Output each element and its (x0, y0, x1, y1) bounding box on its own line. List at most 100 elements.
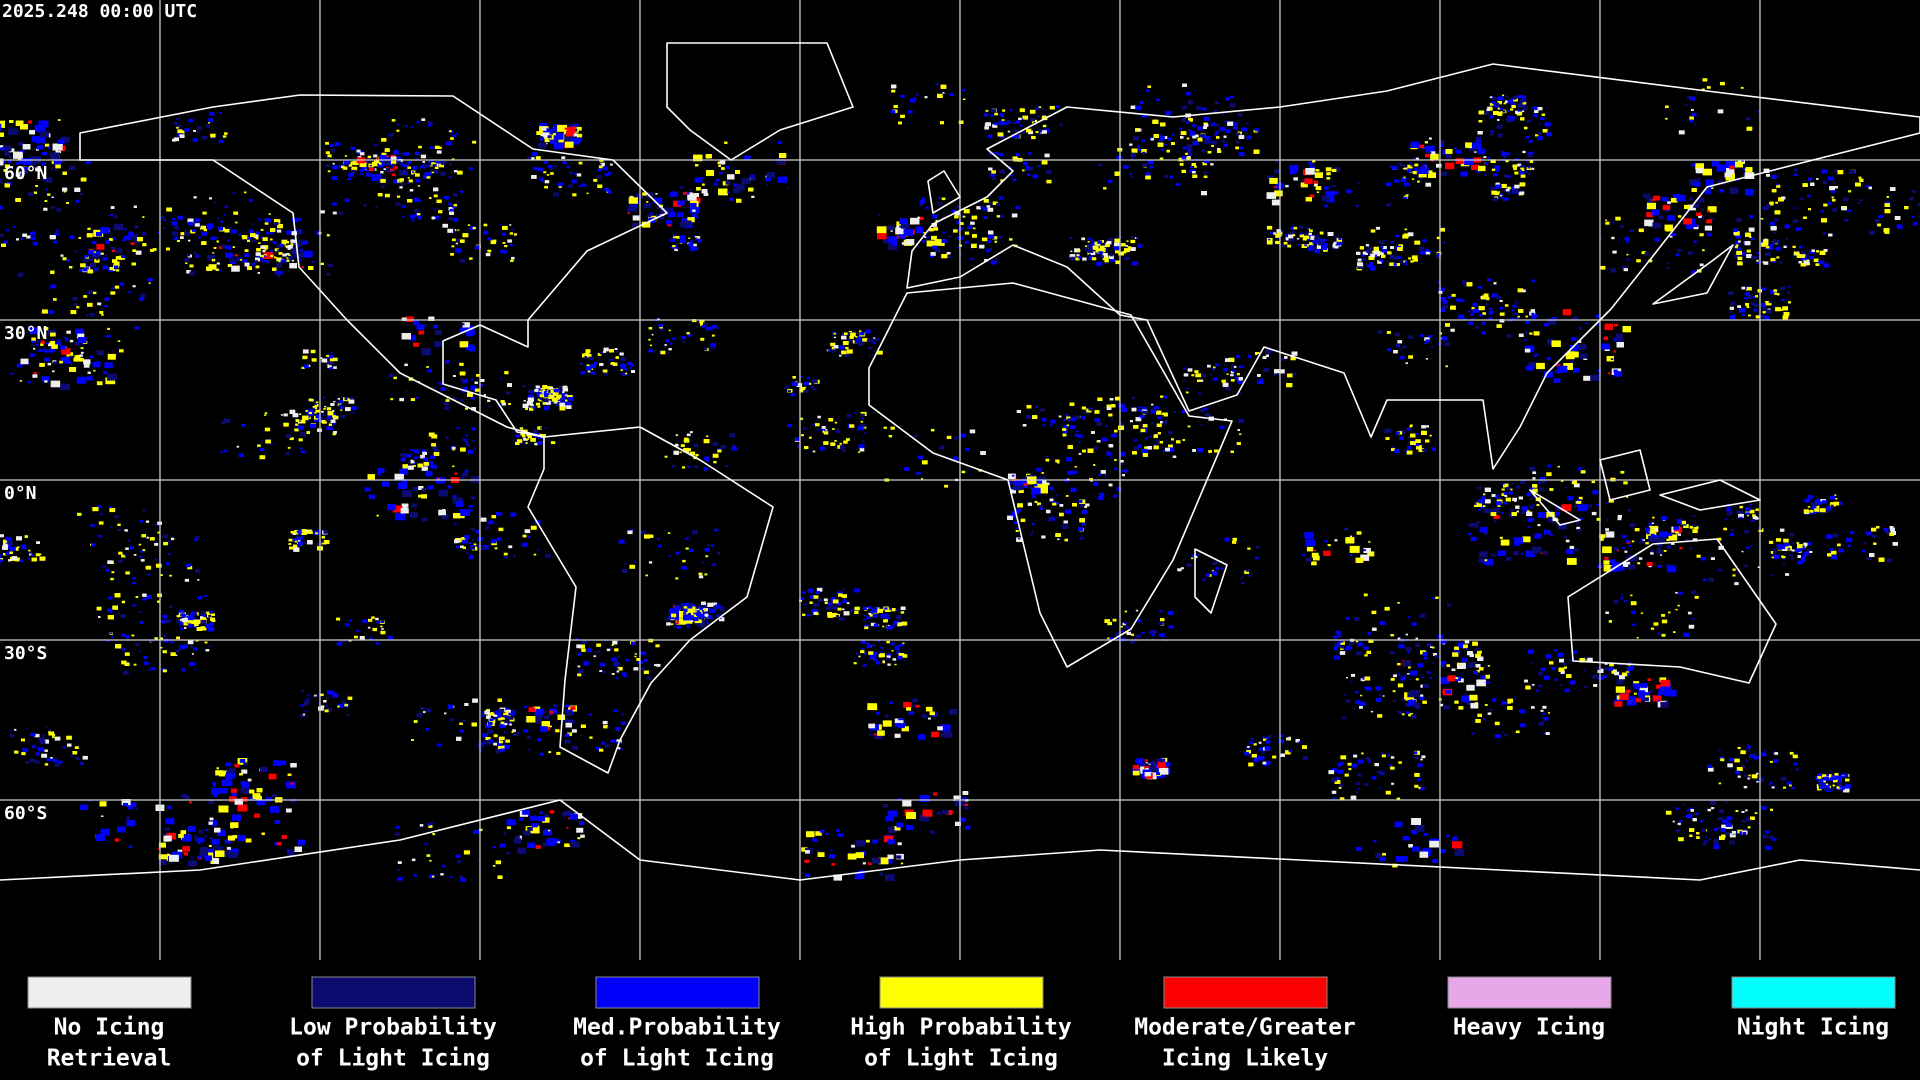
icing-pixel (460, 447, 466, 452)
icing-pixel (1755, 778, 1758, 781)
icing-pixel (821, 426, 826, 429)
icing-pixel (430, 169, 433, 171)
icing-pixel (445, 436, 449, 440)
icing-pixel (66, 330, 71, 334)
icing-pixel (189, 662, 195, 667)
icing-pixel (178, 834, 184, 838)
icing-pixel (86, 256, 89, 258)
icing-pixel (1425, 182, 1432, 187)
icing-pixel (1331, 168, 1337, 172)
icing-pixel (1628, 661, 1632, 665)
icing-pixel (878, 654, 884, 658)
icing-pixel (712, 453, 719, 458)
icing-pixel (1564, 486, 1567, 489)
icing-pixel (1230, 365, 1236, 369)
icing-pixel (1042, 130, 1047, 134)
icing-pixel (1418, 673, 1421, 676)
icing-pixel (891, 625, 895, 628)
icing-pixel (1774, 752, 1779, 755)
icing-pixel (1382, 239, 1386, 242)
icing-pixel (1130, 633, 1135, 636)
icing-pixel (1567, 496, 1574, 501)
icing-pixel (1807, 495, 1813, 499)
icing-pixel (888, 826, 898, 833)
icing-pixel (889, 701, 893, 705)
icing-pixel (1746, 117, 1751, 121)
icing-pixel (550, 393, 553, 395)
icing-pixel (579, 644, 585, 649)
icing-pixel (599, 662, 606, 667)
icing-pixel (1360, 678, 1365, 682)
icing-pixel (891, 650, 894, 652)
icing-pixel (1701, 216, 1704, 219)
icing-pixel (1776, 256, 1780, 259)
icing-pixel (937, 726, 943, 731)
icing-pixel (1283, 241, 1288, 245)
icing-pixel (549, 386, 553, 390)
icing-pixel (1591, 480, 1595, 484)
icing-pixel (689, 548, 694, 553)
icing-pixel (1132, 764, 1139, 770)
icing-pixel (684, 437, 689, 441)
icing-pixel (1694, 526, 1699, 530)
icing-pixel (1669, 235, 1673, 238)
icing-pixel (588, 713, 593, 716)
icing-pixel (1765, 252, 1771, 257)
icing-pixel (1756, 251, 1760, 254)
icing-pixel (1666, 267, 1670, 270)
icing-pixel (1140, 762, 1147, 767)
icing-pixel (1596, 517, 1601, 521)
icing-pixel (606, 648, 611, 652)
icing-pixel (1736, 767, 1743, 772)
icing-pixel (264, 254, 267, 257)
icing-pixel (1289, 169, 1297, 175)
icing-pixel (611, 657, 617, 662)
icing-pixel (56, 339, 61, 343)
icing-pixel (50, 284, 56, 289)
icing-pixel (896, 655, 903, 660)
icing-pixel (155, 563, 162, 568)
icing-pixel (633, 667, 639, 671)
icing-pixel (1468, 662, 1477, 668)
icing-pixel (44, 357, 50, 362)
icing-pixel (952, 456, 959, 461)
icing-pixel (1349, 641, 1354, 646)
icing-pixel (1332, 191, 1339, 196)
icing-pixel (468, 555, 474, 560)
icing-pixel (1427, 172, 1436, 178)
icing-pixel (535, 402, 541, 406)
icing-pixel (1478, 558, 1485, 563)
icing-pixel (233, 211, 239, 215)
icing-pixel (327, 364, 330, 366)
icing-pixel (1738, 244, 1741, 246)
icing-pixel (1091, 242, 1096, 246)
icing-pixel (31, 340, 36, 343)
icing-pixel (872, 857, 881, 864)
icing-pixel (263, 252, 274, 259)
icing-pixel (720, 444, 727, 449)
icing-pixel (622, 672, 627, 676)
icing-pixel (836, 615, 839, 617)
icing-pixel (887, 613, 891, 617)
icing-pixel (1102, 253, 1108, 257)
icing-pixel (114, 515, 119, 519)
icing-pixel (1091, 255, 1094, 257)
icing-pixel (1675, 531, 1679, 534)
icing-pixel (862, 618, 866, 621)
icing-pixel (878, 857, 889, 865)
icing-pixel (325, 360, 332, 365)
icing-pixel (833, 332, 836, 335)
icing-pixel (1622, 547, 1625, 549)
icing-pixel (1505, 188, 1510, 192)
icing-pixel (1667, 545, 1671, 549)
icing-pixel (982, 237, 988, 242)
icing-pixel (1638, 228, 1644, 233)
icing-pixel (403, 171, 406, 174)
icing-pixel (893, 620, 900, 626)
icing-pixel (1112, 618, 1117, 622)
icing-pixel (841, 350, 847, 355)
icing-pixel (1493, 514, 1500, 519)
icing-pixel (1232, 540, 1237, 544)
icing-pixel (540, 427, 543, 429)
icing-pixel (908, 711, 914, 715)
